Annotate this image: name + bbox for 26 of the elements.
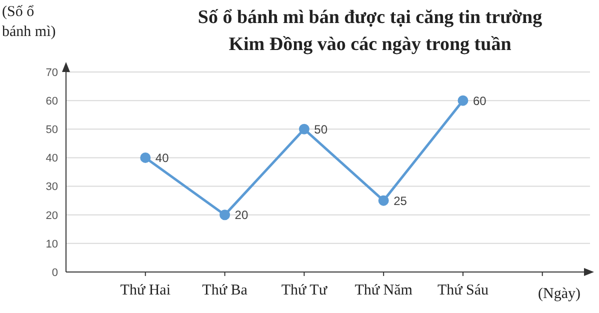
data-label: 50 (314, 122, 328, 136)
x-tick-label: Thứ Tư (281, 282, 328, 299)
data-label: 40 (155, 150, 170, 165)
point (378, 195, 389, 206)
y-tick-label: 60 (46, 95, 58, 108)
data-label: 20 (234, 208, 248, 222)
y-axis-title: (Số ổ bánh mì) (2, 3, 57, 42)
chart-title: Số ổ bánh mì bán được tại căng tin trường Kim Đồng vào các ngày trong tuần (196, 6, 544, 57)
y-tick-label: 20 (46, 210, 58, 222)
point (458, 95, 468, 106)
data-label: 25 (394, 194, 408, 208)
y-tick-label: 30 (46, 181, 58, 194)
y-tick-label: 50 (46, 124, 58, 136)
x-axis-title: (Ngày) (538, 286, 580, 303)
data-label: 60 (472, 94, 487, 108)
x-tick-label: Thứ Hai (120, 282, 170, 299)
y-tick-label: 0 (52, 266, 58, 279)
x-tick-label: Thứ Ba (202, 282, 248, 299)
point (220, 210, 230, 220)
point (140, 152, 151, 163)
y-tick-label: 40 (46, 152, 58, 165)
x-tick-label: Thứ Sáu (437, 282, 489, 299)
y-tick-label: 10 (46, 238, 58, 250)
x-tick-label: Thứ Năm (354, 282, 413, 299)
point (298, 124, 310, 134)
y-tick-label: 70 (46, 66, 58, 79)
